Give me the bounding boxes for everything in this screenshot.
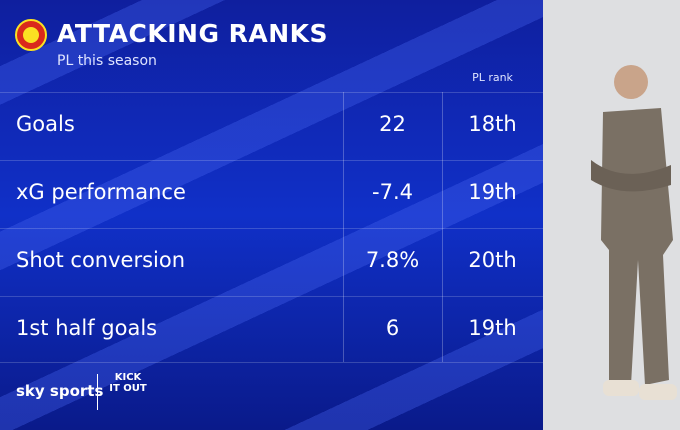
stats-panel: ATTACKING RANKS PL this season PL rank G…	[0, 0, 543, 430]
row-value: 22	[379, 112, 406, 136]
manager-photo	[543, 0, 680, 430]
column-header: PL rank	[472, 71, 513, 84]
divider	[343, 92, 344, 362]
divider	[442, 92, 443, 362]
row-label: 1st half goals	[16, 316, 158, 340]
row-value: -7.4	[372, 180, 413, 204]
divider	[0, 228, 543, 229]
row-label: Shot conversion	[16, 248, 186, 272]
row-rank: 19th	[468, 316, 517, 340]
row-label: xG performance	[16, 180, 186, 204]
row-value: 6	[385, 316, 400, 340]
brand-logo: sky sports	[16, 382, 104, 400]
row-rank: 20th	[468, 248, 517, 272]
divider	[0, 160, 543, 161]
subtitle: PL this season	[57, 53, 157, 69]
divider	[0, 92, 543, 93]
title: ATTACKING RANKS	[57, 19, 329, 48]
divider	[0, 296, 543, 297]
campaign-logo: KICK IT OUT	[109, 372, 147, 394]
row-label: Goals	[16, 112, 75, 136]
separator	[97, 374, 98, 410]
row-rank: 19th	[468, 180, 517, 204]
row-value: 7.8%	[365, 248, 420, 272]
club-crest	[15, 19, 47, 51]
divider	[0, 362, 543, 363]
row-rank: 18th	[468, 112, 517, 136]
